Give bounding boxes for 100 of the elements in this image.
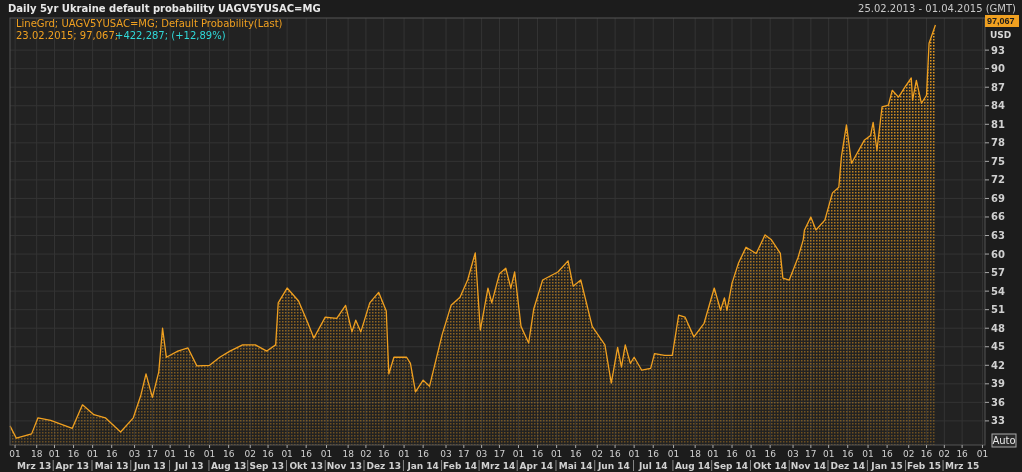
x-tick-label: 01 [164,449,176,459]
y-tick-label: 48 [991,322,1005,334]
x2-tick-label: Mrz 14 [480,461,516,471]
x-tick-label: 01 [48,449,61,459]
x-tick-label: 01 [707,449,719,459]
x2-tick-label: Jun 14 [596,461,630,471]
text: USD [990,30,1012,40]
x-tick-label: 16 [764,449,777,459]
x-tick-label: 16 [378,449,390,459]
x2-tick-label: Dez 14 [830,461,865,471]
x-tick-label: 16 [417,449,430,459]
y-tick-label: 60 [991,248,1005,260]
y-tick-label: 33 [991,415,1005,427]
x-tick-label: 16 [609,449,622,459]
x-tick-label: 16 [647,449,660,459]
x-tick-label: 01 [667,449,680,459]
text: LineGrd; UAGV5YUSAC=MG; Default Probability(Last) [16,18,283,29]
y-tick-label: 87 [991,81,1005,93]
x2-tick-label: Dez 13 [366,461,401,471]
x2-tick-label: Jan 15 [870,461,903,471]
x-tick-label: 16 [569,449,582,459]
x-tick-label: 03 [475,449,488,459]
x-tick-label: 02 [903,449,915,459]
x-tick-label: 03 [787,449,799,459]
x-tick-label: 16 [841,449,854,459]
x-tick-label: 16 [920,449,933,459]
x-tick-label: 18 [689,449,702,459]
annotation: +422,287; (+12,89%) [115,30,226,41]
x-tick-label: 17 [146,449,159,459]
x-tick-label: 03 [440,449,452,459]
x-tick-label: 01 [550,449,563,459]
x2-tick-label: Feb 14 [443,461,477,471]
y-tick-label: 81 [991,118,1005,130]
y-tick-label: 72 [991,174,1005,186]
x-tick-label: 02 [360,449,372,459]
y-tick-label: 78 [991,137,1005,149]
y-tick-label: 54 [991,285,1005,297]
x-tick-label: 18 [30,449,43,459]
x2-tick-label: Jul 13 [173,461,204,471]
text: 97,067 [987,16,1015,26]
text: 25.02.2013 - 01.04.2015 (GMT) [858,3,1017,14]
x-tick-label: 16 [183,449,196,459]
x-tick-label: 01 [822,449,835,459]
x2-tick-label: Mrz 15 [944,461,980,471]
x-tick-label: 01 [862,449,874,459]
x-tick-label: 01 [86,449,99,459]
x2-tick-label: Sep 14 [713,461,749,471]
x-tick-label: 16 [222,449,235,459]
x-tick-label: 16 [67,449,80,459]
x2-tick-label: Nov 14 [790,461,826,471]
x-tick-label: 16 [726,449,739,459]
x-tick-label: 01 [745,449,757,459]
y-tick-label: 69 [991,192,1005,204]
x-tick-label: 01 [976,449,989,459]
y-tick-label: 90 [991,63,1005,75]
x2-tick-label: Mai 14 [558,461,593,471]
x-tick-label: 16 [300,449,313,459]
x2-tick-label: Aug 14 [674,461,711,471]
x-tick-label: 01 [512,449,525,459]
x-tick-label: 17 [805,449,817,459]
x2-tick-label: Okt 14 [753,461,787,471]
x-tick-label: 03 [128,449,141,459]
x-tick-label: 02 [591,449,604,459]
y-tick-label: 66 [991,211,1005,223]
x-tick-label: 16 [105,449,118,459]
y-tick-label: 42 [991,359,1005,371]
x-tick-label: 16 [956,449,969,459]
x-tick-label: 16 [881,449,894,459]
y-tick-label: 84 [991,100,1005,112]
x-tick-label: 16 [531,449,544,459]
x2-tick-label: Jun 13 [132,461,166,471]
y-tick-label: 57 [991,267,1005,279]
x-tick-label: 16 [262,449,275,459]
y-tick-label: 51 [991,304,1005,316]
x-tick-label: 17 [493,449,506,459]
x-tick-label: 01 [398,449,410,459]
x-tick-label: 01 [9,449,21,459]
y-tick-label: 45 [991,341,1005,353]
x2-tick-label: Jan 14 [406,461,439,471]
x2-tick-label: Sep 13 [249,461,285,471]
x-tick-label: 01 [203,449,216,459]
x2-tick-label: Nov 13 [326,461,362,471]
x2-tick-label: Jul 14 [637,461,668,471]
text: Auto [992,435,1016,446]
y-tick-label: 39 [991,378,1005,390]
x-tick-label: 01 [628,449,640,459]
x2-tick-label: Apr 13 [55,461,90,471]
x2-tick-label: Mrz 13 [17,461,52,471]
x2-tick-label: Apr 14 [519,461,554,471]
x2-tick-label: Okt 13 [289,461,323,471]
y-tick-label: 63 [991,230,1005,242]
x-tick-label: 17 [458,449,470,459]
x2-tick-label: Feb 15 [906,461,941,471]
x-tick-label: 02 [244,449,256,459]
x-tick-label: 18 [342,449,355,459]
y-tick-label: 36 [991,396,1005,408]
x-tick-label: 02 [938,449,951,459]
y-tick-label: 93 [991,44,1005,56]
x-tick-label: 01 [320,449,333,459]
x-tick-label: 01 [281,449,293,459]
